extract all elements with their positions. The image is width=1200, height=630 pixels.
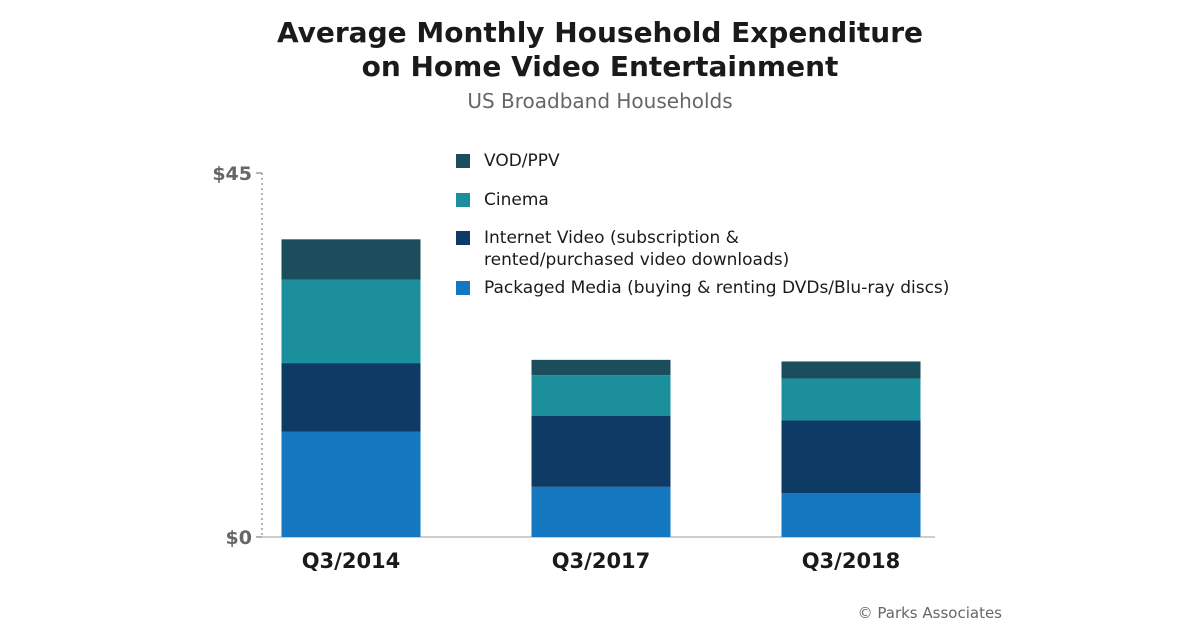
bar-segment — [781, 493, 921, 537]
bar-segment — [531, 359, 671, 376]
legend-label-vod-ppv: VOD/PPV — [484, 151, 560, 171]
legend-item-cinema: Cinema — [456, 189, 1024, 211]
legend-label-cinema: Cinema — [484, 190, 549, 210]
bar-segment — [781, 420, 921, 494]
chart-subtitle: US Broadband Households — [467, 89, 733, 113]
legend-label-internet-video: Internet Video (subscription & rented/pu… — [484, 228, 790, 270]
x-tick-label: Q3/2018 — [802, 549, 901, 573]
bar-segment — [531, 415, 671, 487]
legend-item-internet-video: Internet Video (subscription & rented/pu… — [456, 227, 824, 271]
bar-segment — [781, 361, 921, 379]
chart-title: Average Monthly Household Expenditure on… — [0, 16, 1200, 84]
x-tick-label: Q3/2014 — [302, 549, 401, 573]
bar-segment — [281, 279, 421, 364]
legend-label-packaged-media: Packaged Media (buying & renting DVDs/Bl… — [484, 278, 950, 298]
x-tick-label: Q3/2017 — [552, 549, 651, 573]
bar-segment — [281, 363, 421, 432]
legend-item-vod-ppv: VOD/PPV — [456, 150, 1024, 172]
legend-swatch-cinema — [456, 193, 470, 207]
legend-item-packaged-media: Packaged Media (buying & renting DVDs/Bl… — [456, 277, 1024, 299]
chart-title-line1: Average Monthly Household Expenditure — [276, 16, 924, 49]
legend-swatch-internet-video — [456, 231, 470, 245]
bar-segment — [531, 486, 671, 537]
legend-swatch-packaged-media — [456, 281, 470, 295]
y-tick-label: $45 — [212, 163, 252, 185]
y-tick-label: $0 — [226, 527, 252, 549]
legend-swatch-vod-ppv — [456, 154, 470, 168]
copyright-text: © Parks Associates — [857, 604, 1002, 622]
bar-segment — [281, 431, 421, 537]
bar-segment — [281, 239, 421, 280]
chart-title-line2: on Home Video Entertainment — [361, 50, 839, 83]
bar-segment — [781, 378, 921, 421]
bar-segment — [531, 375, 671, 416]
